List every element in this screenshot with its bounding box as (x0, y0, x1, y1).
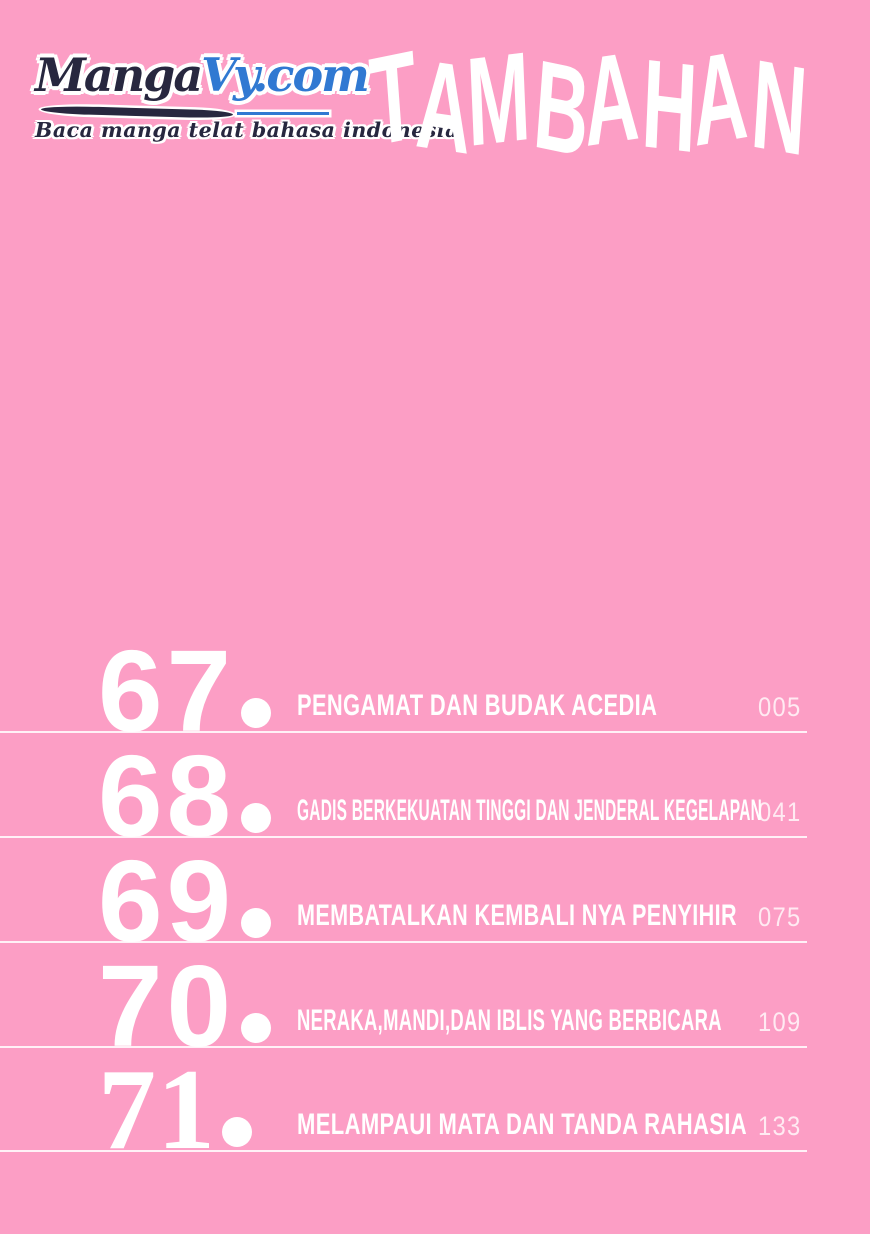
chapter-number-digits: 68 (98, 731, 236, 861)
chapter-number-dot (241, 698, 272, 728)
chapter-number-digits: 71 (98, 1046, 216, 1174)
chapter-number-dot (241, 1013, 272, 1043)
chapter-number-digits: 69 (98, 836, 236, 966)
logo-underline-blue (237, 112, 329, 115)
chapter-number: 69 (98, 836, 272, 966)
chapter-number: 71 (98, 1052, 252, 1168)
chapter-number-dot (241, 803, 272, 833)
toc-entry: 67 PENGAMAT DAN BUDAK ACEDIA 005 (0, 626, 807, 749)
chapter-page-number: 109 (758, 1007, 802, 1037)
chapter-number: 68 (98, 731, 272, 861)
mangavy-logo: MangaVy.com Baca manga telat bahasa indo… (33, 50, 458, 155)
chapter-title: NERAKA,MANDI,DAN IBLIS YANG BERBICARA (297, 1004, 722, 1037)
chapter-number-digits: 67 (98, 626, 236, 756)
logo-wordmark-manga: Manga (35, 48, 203, 102)
chapter-number-dot (222, 1117, 252, 1147)
chapter-number: 67 (98, 626, 272, 756)
chapter-title: PENGAMAT DAN BUDAK ACEDIA (297, 689, 658, 722)
chapter-title: GADIS BERKEKUATAN TINGGI DAN JENDERAL KE… (297, 794, 763, 827)
toc-entry: 68 GADIS BERKEKUATAN TINGGI DAN JENDERAL… (0, 731, 807, 854)
page-header: TAMBAHAN (364, 38, 816, 168)
chapter-number-dot (241, 908, 272, 938)
logo-wordmark-vycom: Vy.com (201, 48, 370, 102)
toc-entry: 71 MELAMPAUI MATA DAN TANDA RAHASIA 133 (0, 1045, 807, 1168)
chapter-title: MELAMPAUI MATA DAN TANDA RAHASIA (297, 1108, 748, 1141)
chapter-title: MEMBATALKAN KEMBALI NYA PENYIHIR (297, 899, 737, 932)
toc-entry: 69 MEMBATALKAN KEMBALI NYA PENYIHIR 075 (0, 836, 807, 959)
chapter-page-number: 075 (758, 902, 802, 932)
toc-entry: 70 NERAKA,MANDI,DAN IBLIS YANG BERBICARA… (0, 941, 807, 1064)
chapter-number: 70 (98, 941, 272, 1071)
chapter-number-digits: 70 (98, 941, 236, 1071)
chapter-page-number: 133 (758, 1111, 802, 1141)
page-header-text: TAMBAHAN (364, 38, 816, 168)
chapter-page-number: 005 (758, 692, 802, 722)
logo-wordmark: MangaVy.com (35, 48, 370, 102)
logo-tagline: Baca manga telat bahasa indonesia (35, 118, 459, 142)
chapter-page-number: 041 (758, 797, 802, 827)
